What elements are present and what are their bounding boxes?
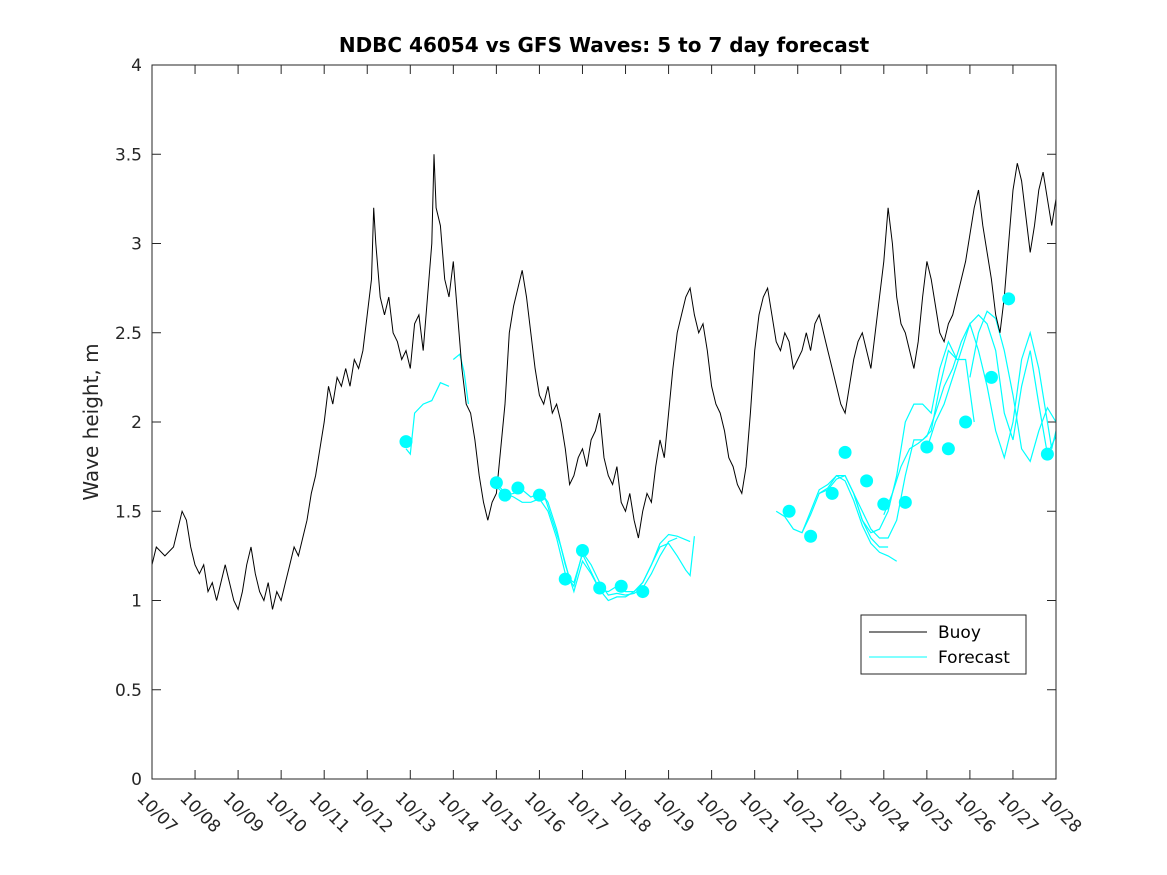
forecast-line <box>818 340 958 534</box>
legend-buoy-label: Buoy <box>938 623 981 643</box>
x-tick-label: 10/11 <box>305 788 354 837</box>
forecast-marker <box>898 495 912 509</box>
forecast-marker <box>511 481 525 495</box>
forecast-markers <box>399 292 1054 599</box>
forecast-marker <box>941 442 955 456</box>
forecast-line <box>969 310 1057 463</box>
legend-forecast-label: Forecast <box>938 648 1010 668</box>
y-tick-label: 1.5 <box>115 502 142 522</box>
y-tick-label: 3.5 <box>115 145 142 165</box>
x-tick-label: 10/21 <box>735 788 784 837</box>
forecast-marker <box>959 415 973 429</box>
x-tick-label: 10/13 <box>391 788 440 837</box>
buoy-series <box>151 154 1057 611</box>
forecast-marker <box>920 440 934 454</box>
forecast-line <box>926 314 1057 457</box>
forecast-marker <box>636 585 650 599</box>
x-tick-label: 10/08 <box>176 788 225 837</box>
x-tick-label: 10/09 <box>219 788 268 837</box>
forecast-marker <box>984 370 998 384</box>
forecast-line <box>775 474 889 548</box>
y-tick-label: 2.5 <box>115 324 142 344</box>
forecast-marker <box>532 488 546 502</box>
x-tick-label: 10/19 <box>649 788 698 837</box>
x-tick-label: 10/10 <box>262 788 311 837</box>
y-tick-label: 0.5 <box>115 681 142 701</box>
y-tick-label: 3 <box>131 235 142 255</box>
forecast-marker <box>782 504 796 518</box>
forecast-marker <box>825 486 839 500</box>
forecast-marker <box>558 572 572 586</box>
forecast-line <box>883 322 1057 516</box>
legend: Buoy Forecast <box>860 614 1027 675</box>
y-tick-label: 0 <box>131 770 142 790</box>
x-tick-label: 10/15 <box>477 788 526 837</box>
forecast-marker <box>498 488 512 502</box>
x-tick-label: 10/27 <box>993 788 1042 837</box>
plot-frame <box>151 64 1057 780</box>
forecast-line <box>853 349 975 539</box>
y-tick-label: 2 <box>131 413 142 433</box>
y-axis-ticks: 0 0.5 1 1.5 2 2.5 3 3.5 4 <box>115 56 1056 790</box>
forecast-marker <box>860 474 874 488</box>
x-tick-label: 10/07 <box>132 788 181 837</box>
x-tick-label: 10/26 <box>950 788 999 837</box>
forecast-marker <box>877 497 891 511</box>
forecast-marker <box>575 544 589 558</box>
chart-title: NDBC 46054 vs GFS Waves: 5 to 7 day fore… <box>339 33 870 57</box>
y-tick-label: 4 <box>131 56 142 76</box>
forecast-marker <box>489 476 503 490</box>
forecast-marker <box>614 579 628 593</box>
y-axis-label: Wave height, m <box>79 343 103 500</box>
plot-area: 00.511.522.533.54 10/0710/0810/0910/1010… <box>115 56 1085 837</box>
x-tick-label: 10/25 <box>907 788 956 837</box>
forecast-line <box>538 489 695 602</box>
x-tick-label: 10/12 <box>348 788 397 837</box>
y-tick-label: 1 <box>131 592 142 612</box>
forecast-marker <box>593 581 607 595</box>
forecast-marker <box>838 445 852 459</box>
x-tick-label: 10/18 <box>606 788 655 837</box>
x-tick-label: 10/22 <box>778 788 827 837</box>
forecast-marker <box>1002 292 1016 306</box>
forecast-marker <box>1040 447 1054 461</box>
x-tick-label: 10/23 <box>821 788 870 837</box>
forecast-marker <box>804 529 818 543</box>
x-tick-label: 10/16 <box>520 788 569 837</box>
forecast-line <box>495 482 678 596</box>
x-tick-label: 10/17 <box>563 788 612 837</box>
forecast-marker <box>399 435 413 449</box>
buoy-line <box>151 154 1057 611</box>
forecast-line <box>405 381 450 456</box>
x-tick-label: 10/14 <box>434 788 483 837</box>
x-tick-label: 10/24 <box>864 788 913 837</box>
legend-box <box>860 614 1027 675</box>
x-tick-label: 10/28 <box>1036 788 1085 837</box>
x-tick-label: 10/20 <box>692 788 741 837</box>
forecast-line <box>801 474 898 562</box>
